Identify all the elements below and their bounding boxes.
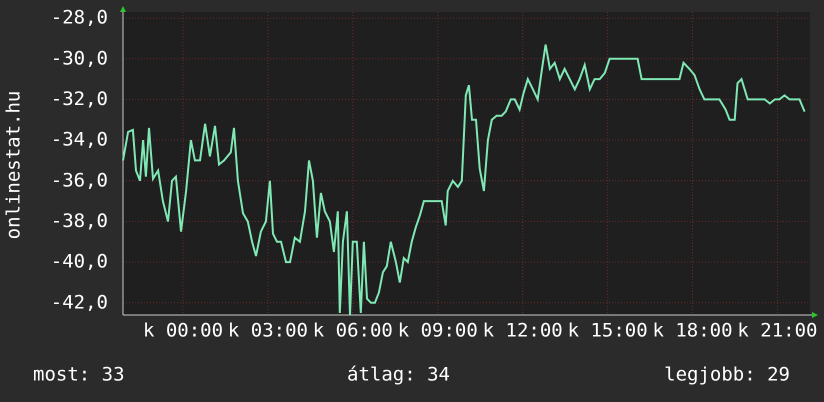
y-tick-label: -30,0 bbox=[51, 47, 108, 69]
footer-now: most: 33 bbox=[33, 364, 125, 386]
y-axis-label: onlinestat.hu bbox=[3, 91, 25, 240]
y-tick-label: -34,0 bbox=[51, 129, 108, 151]
x-tick-label: k 03:00 bbox=[228, 320, 308, 342]
y-tick-label: -40,0 bbox=[51, 251, 108, 273]
x-tick-label: k 15:00 bbox=[568, 320, 648, 342]
x-tick-label: k 21:00 bbox=[737, 320, 817, 342]
x-tick-label: k 00:00 bbox=[143, 320, 223, 342]
plot-area bbox=[123, 12, 810, 315]
y-tick-label: -28,0 bbox=[51, 7, 108, 29]
x-tick-label: k 09:00 bbox=[398, 320, 478, 342]
footer-avg: átlag: 34 bbox=[347, 364, 450, 386]
y-tick-label: -36,0 bbox=[51, 169, 108, 191]
y-arrow bbox=[120, 6, 126, 12]
x-tick-label: k 06:00 bbox=[313, 320, 393, 342]
y-tick-label: -42,0 bbox=[51, 291, 108, 313]
x-tick-label: k 18:00 bbox=[652, 320, 732, 342]
x-arrow bbox=[812, 312, 818, 318]
y-tick-label: -38,0 bbox=[51, 210, 108, 232]
x-tick-label: k 12:00 bbox=[483, 320, 563, 342]
footer-best: legjobb: 29 bbox=[664, 364, 790, 386]
data-line bbox=[122, 44, 806, 316]
y-tick-label: -32,0 bbox=[51, 88, 108, 110]
